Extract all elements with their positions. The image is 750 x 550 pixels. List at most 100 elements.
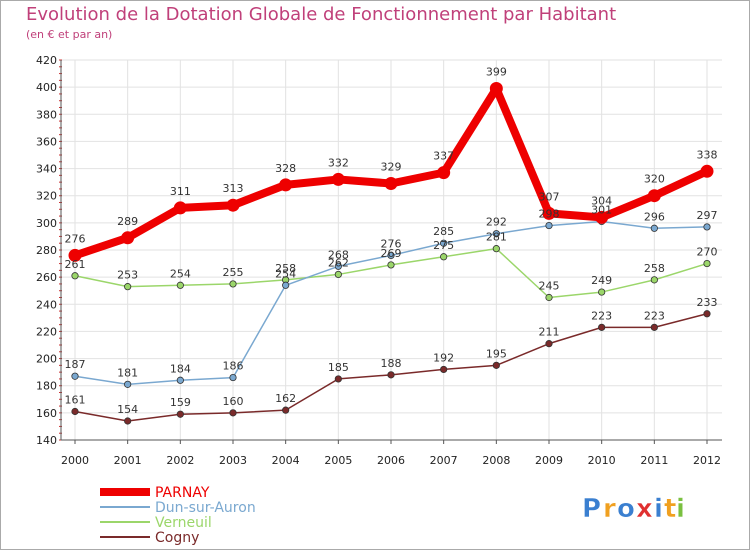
data-point-cogny bbox=[650, 323, 658, 331]
data-point-verneuil bbox=[598, 288, 606, 296]
data-label-verneuil: 281 bbox=[486, 231, 507, 244]
data-label-cogny: 211 bbox=[539, 326, 560, 339]
data-label-parnay: 307 bbox=[539, 190, 560, 203]
data-point-verneuil bbox=[229, 280, 237, 288]
data-point-parnay bbox=[279, 178, 293, 192]
data-label-dun-sur-auron: 297 bbox=[697, 209, 718, 222]
data-point-dun-sur-auron bbox=[282, 281, 290, 289]
data-point-parnay bbox=[647, 189, 661, 203]
chart-title: Evolution de la Dotation Globale de Fonc… bbox=[26, 4, 617, 25]
y-tick-label: 280 bbox=[36, 244, 57, 257]
data-label-parnay: 276 bbox=[65, 232, 86, 245]
logo-letter: x bbox=[636, 494, 653, 524]
data-point-dun-sur-auron bbox=[440, 239, 448, 247]
data-label-dun-sur-auron: 268 bbox=[328, 248, 349, 261]
data-label-parnay: 332 bbox=[328, 156, 349, 169]
y-tick-label: 180 bbox=[36, 380, 57, 393]
data-label-cogny: 185 bbox=[328, 361, 349, 374]
data-label-dun-sur-auron: 187 bbox=[65, 358, 86, 371]
data-label-cogny: 192 bbox=[433, 351, 454, 364]
data-point-parnay bbox=[226, 198, 240, 212]
data-label-parnay: 399 bbox=[486, 66, 507, 79]
data-point-verneuil bbox=[71, 272, 79, 280]
data-label-verneuil: 269 bbox=[381, 247, 402, 260]
data-label-dun-sur-auron: 296 bbox=[644, 210, 665, 223]
data-point-verneuil bbox=[545, 293, 553, 302]
data-point-cogny bbox=[703, 310, 711, 318]
data-label-verneuil: 258 bbox=[644, 262, 665, 275]
data-point-parnay bbox=[68, 248, 82, 262]
data-point-verneuil bbox=[703, 259, 711, 268]
x-tick-label: 2006 bbox=[377, 454, 405, 467]
data-label-parnay: 338 bbox=[697, 148, 718, 161]
data-label-parnay: 311 bbox=[170, 185, 191, 198]
legend-label-parnay: PARNAY bbox=[155, 485, 210, 501]
data-point-parnay bbox=[121, 231, 135, 245]
x-tick-label: 2011 bbox=[640, 454, 668, 467]
data-label-cogny: 154 bbox=[117, 403, 138, 416]
data-label-cogny: 223 bbox=[591, 309, 612, 322]
data-label-cogny: 195 bbox=[486, 347, 507, 360]
data-point-verneuil bbox=[334, 270, 342, 279]
data-point-dun-sur-auron bbox=[124, 380, 132, 388]
x-tick-label: 2012 bbox=[693, 454, 721, 467]
data-label-parnay: 313 bbox=[223, 182, 244, 195]
x-tick-label: 2008 bbox=[482, 454, 510, 467]
data-label-verneuil: 254 bbox=[170, 267, 191, 280]
data-point-cogny bbox=[598, 323, 606, 331]
y-tick-label: 200 bbox=[36, 353, 57, 366]
x-tick-label: 2005 bbox=[324, 454, 352, 467]
y-tick-label: 420 bbox=[36, 54, 57, 67]
data-point-cogny bbox=[545, 340, 553, 348]
y-tick-label: 380 bbox=[36, 108, 57, 121]
y-tick-label: 400 bbox=[36, 81, 57, 94]
data-point-verneuil bbox=[124, 283, 132, 291]
data-point-cogny bbox=[440, 365, 448, 374]
data-label-verneuil: 249 bbox=[591, 274, 612, 287]
x-tick-label: 2004 bbox=[272, 454, 300, 467]
data-point-verneuil bbox=[650, 276, 658, 284]
data-point-dun-sur-auron bbox=[703, 223, 711, 231]
y-tick-label: 300 bbox=[36, 217, 57, 230]
data-label-cogny: 160 bbox=[223, 395, 244, 408]
data-point-cogny bbox=[176, 410, 184, 418]
data-point-cogny bbox=[492, 361, 500, 369]
data-label-parnay: 337 bbox=[433, 150, 454, 163]
data-point-dun-sur-auron bbox=[334, 262, 342, 270]
legend-label-verneuil: Verneuil bbox=[155, 515, 212, 531]
data-point-dun-sur-auron bbox=[176, 376, 184, 384]
data-label-verneuil: 262 bbox=[328, 256, 349, 269]
data-label-parnay: 320 bbox=[644, 173, 665, 186]
data-label-cogny: 161 bbox=[65, 394, 86, 407]
legend-label-cogny: Cogny bbox=[155, 530, 199, 546]
data-label-dun-sur-auron: 285 bbox=[433, 225, 454, 238]
logo-letter: i bbox=[676, 494, 685, 524]
data-label-dun-sur-auron: 292 bbox=[486, 216, 507, 229]
y-tick-label: 260 bbox=[36, 271, 57, 284]
data-point-parnay bbox=[489, 82, 503, 95]
data-label-dun-sur-auron: 186 bbox=[223, 360, 244, 373]
data-label-dun-sur-auron: 298 bbox=[539, 208, 560, 221]
x-tick-label: 2001 bbox=[114, 454, 142, 467]
y-tick-label: 340 bbox=[36, 163, 57, 176]
data-point-verneuil bbox=[492, 245, 500, 253]
data-label-verneuil: 275 bbox=[433, 239, 454, 252]
y-tick-label: 360 bbox=[36, 135, 57, 148]
data-point-parnay bbox=[331, 172, 345, 186]
x-tick-label: 2003 bbox=[219, 454, 247, 467]
data-label-dun-sur-auron: 301 bbox=[591, 204, 612, 217]
data-label-parnay: 328 bbox=[275, 162, 296, 175]
data-point-cogny bbox=[387, 371, 395, 379]
data-point-dun-sur-auron bbox=[71, 372, 79, 380]
data-point-cogny bbox=[124, 417, 132, 425]
data-point-dun-sur-auron bbox=[387, 251, 395, 260]
data-label-dun-sur-auron: 254 bbox=[275, 267, 296, 280]
data-point-parnay bbox=[437, 166, 451, 180]
data-point-verneuil bbox=[176, 281, 184, 289]
data-label-dun-sur-auron: 276 bbox=[381, 237, 402, 250]
data-point-parnay bbox=[700, 164, 714, 178]
data-point-parnay bbox=[595, 210, 609, 224]
data-label-parnay: 289 bbox=[117, 215, 138, 228]
y-tick-label: 220 bbox=[36, 325, 57, 338]
